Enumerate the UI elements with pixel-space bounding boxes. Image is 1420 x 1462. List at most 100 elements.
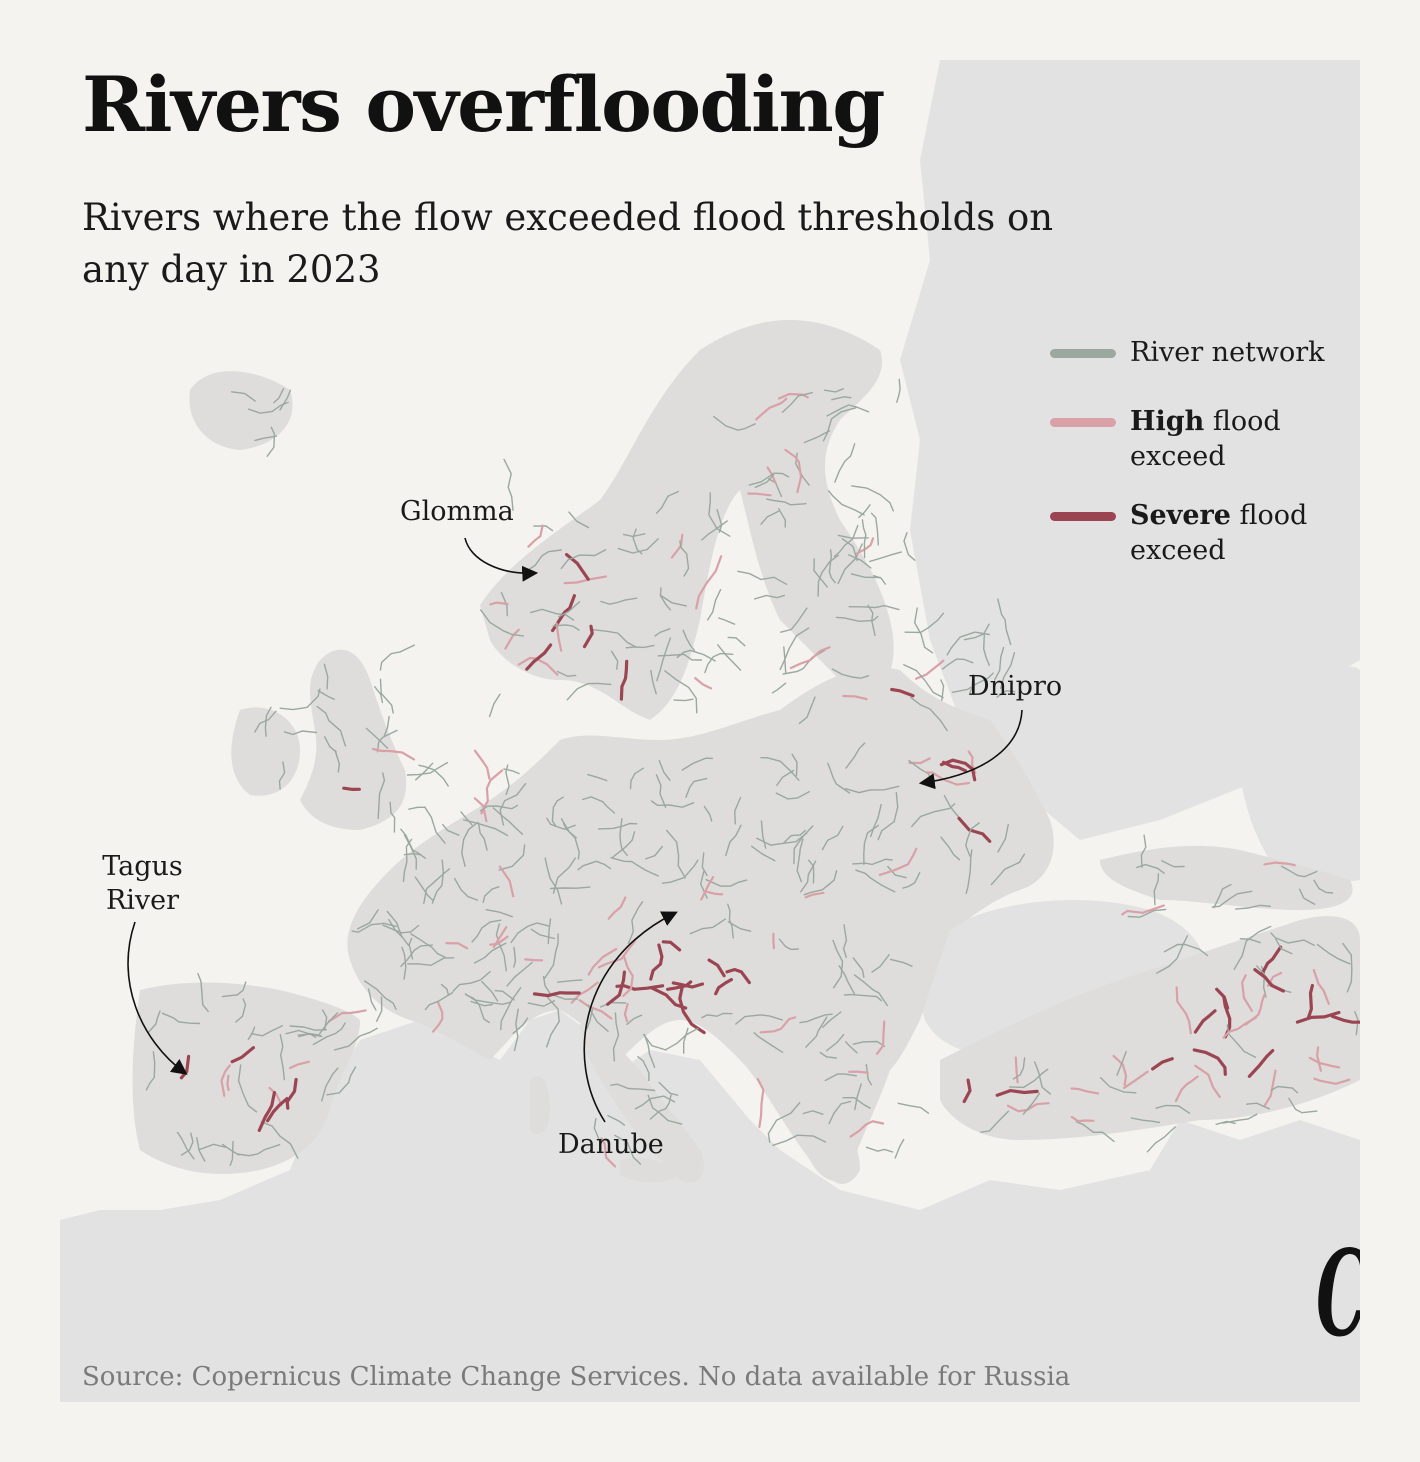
river-segment	[661, 859, 699, 884]
river-segment	[1192, 1048, 1227, 1076]
river-segment	[834, 443, 856, 483]
legend-swatch-river-network	[1050, 349, 1116, 358]
callout-tagus: Tagus River	[102, 851, 183, 916]
river-segment	[771, 682, 787, 694]
river-segment	[826, 404, 870, 417]
river-segment	[372, 747, 416, 761]
river-segment	[367, 988, 377, 1011]
river-segment	[1263, 861, 1296, 867]
river-segment	[845, 742, 866, 769]
river-segment	[494, 989, 515, 1001]
river-segment	[473, 797, 488, 823]
river-segment	[220, 1064, 231, 1097]
river-segment	[566, 682, 612, 701]
river-segment	[278, 761, 286, 790]
river-segment	[804, 891, 825, 899]
river-segment	[1136, 863, 1165, 874]
river-segment	[1316, 943, 1351, 965]
river-segment	[556, 979, 583, 983]
river-segment	[316, 705, 347, 747]
river-segment	[415, 762, 434, 781]
river-segment	[659, 587, 672, 611]
river-segment	[822, 407, 857, 442]
river-segment	[401, 946, 407, 980]
river-segment	[470, 1000, 493, 1007]
river-segment	[264, 706, 272, 737]
river-segment	[993, 646, 1005, 681]
river-segment	[848, 554, 872, 569]
river-segment	[530, 928, 556, 940]
river-segment	[610, 857, 659, 877]
river-segment	[824, 1073, 857, 1082]
river-segment	[424, 991, 454, 1011]
river-segment	[1121, 904, 1165, 916]
river-segment	[943, 794, 959, 818]
river-segment	[589, 628, 637, 648]
river-segment	[547, 918, 552, 945]
river-segment	[488, 693, 501, 718]
europe-map	[60, 60, 1360, 1402]
river-segment	[831, 668, 870, 679]
river-segment	[1100, 1077, 1137, 1094]
river-segment	[260, 1121, 299, 1159]
river-segment	[735, 1014, 783, 1025]
river-segment	[946, 631, 990, 656]
river-segment	[1313, 879, 1334, 894]
river-segment	[180, 1132, 194, 1156]
river-segment	[717, 644, 742, 671]
river-segment	[660, 594, 688, 607]
river-segment	[1312, 968, 1330, 1005]
river-segment	[424, 806, 446, 844]
river-segment	[619, 818, 628, 857]
river-segment	[681, 757, 714, 771]
river-segment	[848, 604, 900, 611]
river-segment	[406, 761, 449, 776]
river-segment	[727, 636, 746, 647]
legend-label: Severe flood exceed	[1130, 500, 1308, 566]
river-segment	[968, 674, 975, 696]
river-segment	[725, 967, 751, 985]
legend-swatch-severe-flood	[1050, 512, 1116, 521]
river-segment	[713, 415, 756, 431]
river-segment	[505, 764, 510, 796]
river-segment	[1014, 1056, 1019, 1084]
river-segment	[851, 485, 894, 512]
river-segment	[403, 834, 418, 870]
north-africa	[60, 1205, 1160, 1402]
river-segment	[865, 1063, 872, 1086]
river-segment	[1174, 1075, 1199, 1103]
river-segment	[544, 857, 563, 905]
river-segment	[582, 796, 616, 814]
river-segment	[530, 608, 575, 621]
river-segment	[619, 659, 629, 701]
river-segment	[718, 617, 736, 625]
river-segment	[957, 816, 992, 843]
river-segment	[890, 687, 915, 698]
river-segment	[473, 942, 507, 964]
river-segment	[645, 845, 663, 860]
river-segment	[1281, 865, 1318, 878]
river-segment	[629, 767, 645, 790]
river-segment	[431, 859, 445, 904]
river-segment	[452, 970, 491, 992]
river-segment	[489, 935, 509, 946]
river-segment	[1245, 1102, 1270, 1110]
river-segment	[996, 690, 1016, 698]
river-segment	[828, 1100, 852, 1125]
river-segment	[376, 996, 383, 1022]
river-segment	[365, 727, 389, 749]
river-segment	[563, 575, 608, 585]
river-segment	[751, 845, 776, 862]
river-segment	[1260, 945, 1283, 975]
river-segment	[198, 1143, 226, 1151]
river-segment	[897, 1102, 930, 1114]
river-segment	[878, 847, 918, 876]
river-segment	[356, 909, 379, 930]
river-segment	[1194, 1064, 1221, 1099]
river-segment	[513, 946, 517, 968]
river-segment	[844, 785, 900, 794]
river-segment	[324, 736, 337, 753]
river-segment	[756, 1077, 765, 1128]
river-segment	[1308, 1056, 1341, 1069]
river-segment	[783, 829, 806, 844]
